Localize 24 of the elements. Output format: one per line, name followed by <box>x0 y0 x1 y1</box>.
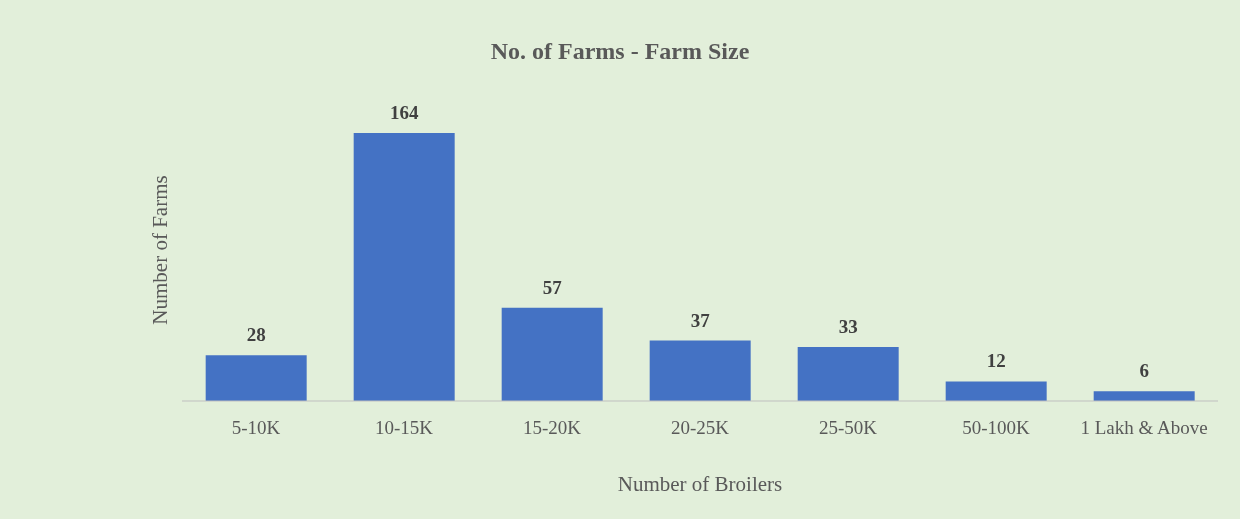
x-tick-label: 15-20K <box>522 417 582 439</box>
data-label: 33 <box>838 316 858 338</box>
bar <box>501 307 603 401</box>
data-label: 28 <box>246 324 266 346</box>
data-label: 6 <box>1139 360 1149 382</box>
data-label: 164 <box>389 102 419 123</box>
data-label: 12 <box>986 350 1006 372</box>
data-label: 37 <box>690 309 711 331</box>
x-tick-label: 20-25K <box>670 417 730 439</box>
x-tick-label: 25-50K <box>818 417 878 439</box>
chart-title: No. of Farms - Farm Size <box>489 38 751 65</box>
y-axis-title: Number of Farms <box>147 175 173 325</box>
x-tick-label: 50-100K <box>962 417 1031 439</box>
x-tick-label: 5-10K <box>231 417 281 439</box>
bar <box>205 355 307 401</box>
bar <box>353 133 455 401</box>
bar <box>797 347 899 401</box>
data-label: 57 <box>542 276 563 298</box>
x-axis-title: Number of Broilers <box>616 472 784 497</box>
bar <box>649 340 751 401</box>
x-tick-label: 10-15K <box>374 417 434 439</box>
x-tick-label: 1 Lakh & Above <box>1080 417 1208 439</box>
bar <box>945 381 1047 401</box>
bar <box>1093 391 1195 401</box>
